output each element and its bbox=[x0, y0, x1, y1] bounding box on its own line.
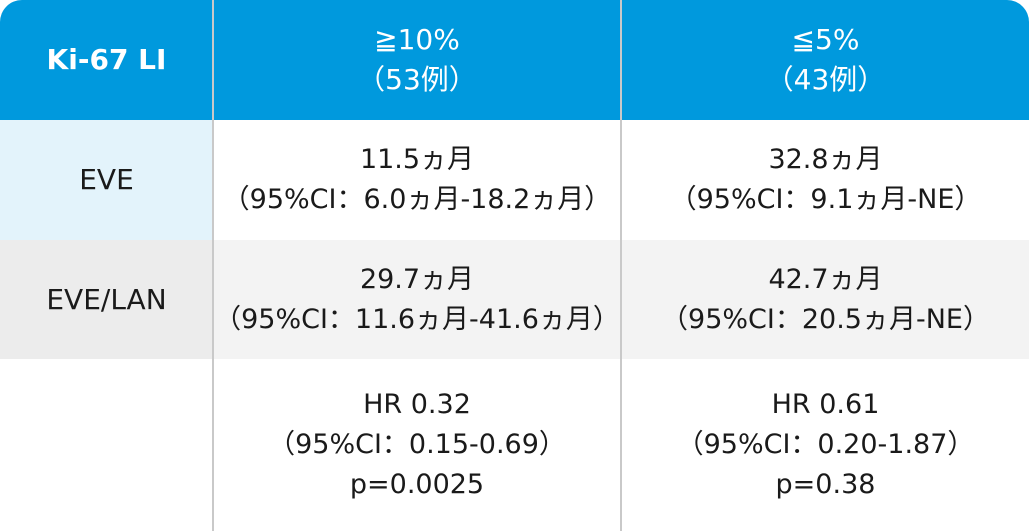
row-hr-low-cell: HR 0.61 （95%CI：0.20-1.87） p=0.38 bbox=[622, 359, 1029, 531]
table-header-background bbox=[0, 0, 1029, 120]
column-divider-2 bbox=[620, 0, 622, 531]
row-eve-low-cell: 32.8ヵ月 （95%CI：9.1ヵ月-NE） bbox=[622, 120, 1029, 240]
row-hr-low-value: HR 0.61 bbox=[771, 389, 880, 420]
row-evelan-high-ci: （95%CI：11.6ヵ月-41.6ヵ月） bbox=[214, 303, 620, 335]
row-eve-high-cell: 11.5ヵ月 （95%CI：6.0ヵ月-18.2ヵ月） bbox=[214, 120, 620, 240]
row-evelan-low-cell: 42.7ヵ月 （95%CI：20.5ヵ月-NE） bbox=[622, 240, 1029, 359]
header-col-high-threshold: ≧10% bbox=[374, 23, 460, 56]
row-eve-label-cell: EVE bbox=[0, 120, 213, 240]
row-hr-high-cell: HR 0.32 （95%CI：0.15-0.69） p=0.0025 bbox=[214, 359, 620, 531]
row-hr-label-cell bbox=[0, 359, 213, 531]
row-hr-high-pvalue: p=0.0025 bbox=[349, 469, 485, 500]
header-label-cell: Ki-67 LI bbox=[0, 0, 213, 120]
header-col-low-count: （43例） bbox=[765, 63, 886, 96]
row-evelan-high-median: 29.7ヵ月 bbox=[359, 263, 475, 295]
row-evelan-label: EVE/LAN bbox=[46, 282, 167, 316]
row-hr-high-value: HR 0.32 bbox=[363, 389, 471, 420]
header-col-low-threshold: ≦5% bbox=[791, 23, 860, 56]
header-label: Ki-67 LI bbox=[46, 43, 167, 76]
column-divider-1 bbox=[212, 0, 214, 531]
row-evelan-high-cell: 29.7ヵ月 （95%CI：11.6ヵ月-41.6ヵ月） bbox=[214, 240, 620, 359]
row-eve-low-median: 32.8ヵ月 bbox=[768, 144, 883, 175]
row-evelan-low-ci: （95%CI：20.5ヵ月-NE） bbox=[661, 303, 990, 335]
header-col-low: ≦5% （43例） bbox=[622, 0, 1029, 120]
header-col-high: ≧10% （53例） bbox=[214, 0, 620, 120]
row-hr-high-ci: （95%CI：0.15-0.69） bbox=[268, 429, 566, 460]
header-col-high-count: （53例） bbox=[357, 63, 477, 96]
row-eve-high-median: 11.5ヵ月 bbox=[359, 144, 475, 175]
row-eve-low-ci: （95%CI：9.1ヵ月-NE） bbox=[669, 184, 982, 215]
row-hr-low-pvalue: p=0.38 bbox=[775, 469, 876, 500]
row-eve-label: EVE bbox=[79, 163, 134, 196]
row-evelan-label-cell: EVE/LAN bbox=[0, 240, 213, 359]
row-eve-high-ci: （95%CI：6.0ヵ月-18.2ヵ月） bbox=[222, 184, 612, 215]
row-hr-low-ci: （95%CI：0.20-1.87） bbox=[676, 429, 975, 460]
row-evelan-low-median: 42.7ヵ月 bbox=[768, 263, 883, 295]
